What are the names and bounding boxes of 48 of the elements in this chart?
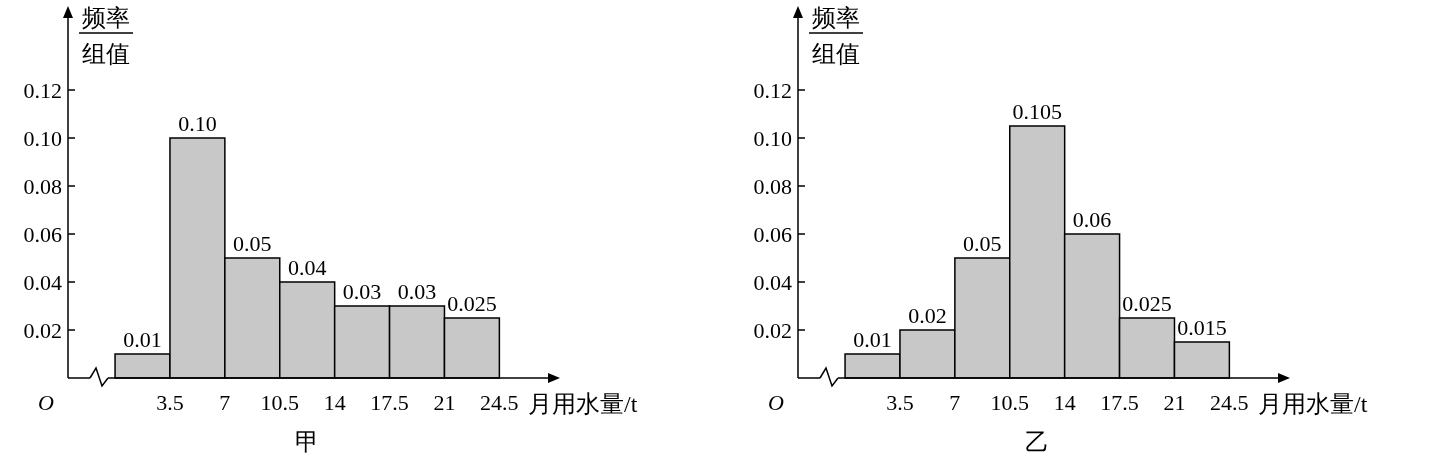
x-tick-label: 21	[433, 390, 456, 415]
x-axis-title: 月用水量/t	[1258, 391, 1368, 417]
y-tick-label: 0.02	[23, 318, 62, 343]
x-tick-label: 10.5	[990, 390, 1030, 415]
y-axis-title: 频率组值	[82, 5, 130, 67]
y-tick-label: 0.08	[23, 174, 62, 199]
y-tick-label: 0.06	[753, 222, 792, 247]
y-tick-label: 0.10	[23, 126, 62, 151]
x-tick-label: 17.5	[1100, 390, 1139, 415]
x-tick-label: 24.5	[480, 390, 519, 415]
data-label: 0.03	[397, 279, 437, 304]
y-tick-label: 0.04	[753, 270, 792, 295]
x-tick-label: 7	[219, 390, 231, 415]
text: O	[38, 390, 55, 415]
y-axis-title: 频率组值	[812, 5, 860, 67]
data-label: 0.105	[1012, 99, 1062, 124]
y-tick-label: 0.06	[23, 222, 62, 247]
data-label: 0.01	[853, 327, 892, 352]
x-tick-label: 10.5	[260, 390, 300, 415]
text: 乙	[1025, 429, 1050, 455]
text: O	[768, 390, 785, 415]
x-tick-label: 14	[323, 390, 346, 415]
data-label: 0.025	[447, 291, 497, 316]
data-label: 0.02	[908, 303, 947, 328]
y-tick-label: 0.12	[753, 78, 792, 103]
x-axis-title: 月用水量/t	[528, 391, 638, 417]
x-tick-label: 21	[1163, 390, 1186, 415]
data-label: 0.015	[1177, 315, 1227, 340]
data-label: 0.01	[123, 327, 162, 352]
x-tick-label: 7	[949, 390, 961, 415]
x-tick-label: 3.5	[886, 390, 914, 415]
x-tick-label: 3.5	[156, 390, 184, 415]
text: 甲	[295, 429, 320, 455]
data-label: 0.04	[287, 255, 327, 280]
y-tick-label: 0.10	[753, 126, 792, 151]
x-tick-label: 17.5	[370, 390, 409, 415]
data-label: 0.10	[178, 111, 217, 136]
x-tick-label: 14	[1053, 390, 1076, 415]
x-tick-label: 24.5	[1210, 390, 1249, 415]
data-label: 0.03	[342, 279, 382, 304]
y-tick-label: 0.04	[23, 270, 62, 295]
y-tick-label: 0.02	[753, 318, 792, 343]
y-tick-label: 0.12	[23, 78, 62, 103]
data-label: 0.025	[1122, 291, 1172, 316]
y-tick-label: 0.08	[753, 174, 792, 199]
data-label: 0.05	[963, 231, 1002, 256]
data-label: 0.05	[233, 231, 272, 256]
data-label: 0.06	[1072, 207, 1112, 232]
